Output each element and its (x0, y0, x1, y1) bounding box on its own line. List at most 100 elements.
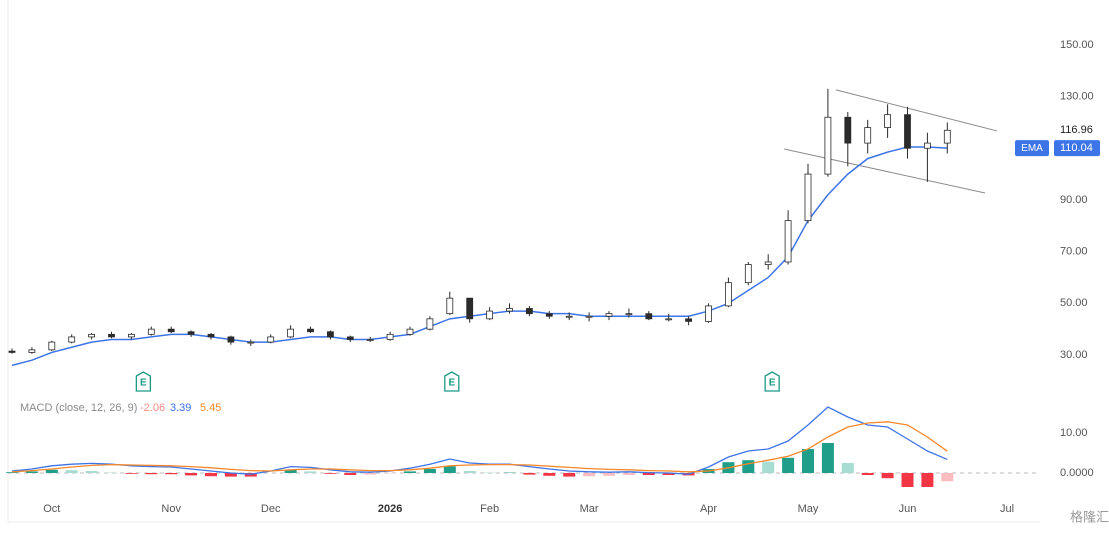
macd-histogram-bar (642, 473, 655, 475)
candle-body (68, 336, 76, 343)
macd-histogram-bar (782, 457, 795, 473)
macd-histogram-bar (25, 471, 38, 473)
candle-body (247, 341, 255, 344)
candle-body (127, 333, 135, 338)
candle-body (844, 116, 852, 144)
macd-histogram-bar (344, 473, 357, 475)
macd-histogram-bar (523, 473, 536, 475)
ema-tag (1015, 140, 1049, 157)
macd-histogram-bar (364, 473, 377, 475)
macd-histogram-bar (165, 473, 178, 475)
candle-body (446, 297, 454, 315)
y-tick-label: 0.0000 (1060, 467, 1094, 479)
earnings-label: E (769, 378, 776, 389)
earnings-marker (764, 371, 780, 392)
candle-body (725, 282, 732, 307)
macd-histogram-bar (762, 461, 775, 473)
x-tick-label: Apr (700, 503, 717, 515)
x-tick-label: Dec (261, 503, 281, 515)
y-tick-label: 150.00 (1060, 39, 1094, 51)
candle-body (784, 220, 792, 263)
macd-histogram-bar (901, 473, 914, 487)
earnings-label: E (140, 378, 147, 389)
x-tick-label: Nov (161, 503, 181, 515)
y-tick-label: 130.00 (1060, 90, 1094, 102)
x-tick-label: Oct (43, 503, 60, 515)
candle-body (326, 331, 334, 338)
candle-body (565, 315, 573, 318)
candle-body (824, 116, 832, 175)
macd-histogram-bar (941, 473, 954, 482)
candle-body (685, 318, 692, 322)
macd-histogram-bar (583, 473, 596, 477)
macd-legend-value: 5.45 (200, 402, 221, 414)
candle-body (486, 310, 494, 320)
candle-body (167, 328, 175, 333)
x-tick-label: 2026 (378, 503, 402, 515)
candle-body (744, 264, 752, 284)
macd-legend-value: -2.06 (140, 402, 165, 414)
candle-body (545, 313, 553, 317)
candle-body (287, 328, 295, 338)
macd-histogram-bar (304, 471, 317, 473)
candle-body (8, 350, 16, 353)
macd-histogram-bar (404, 471, 416, 473)
macd-histogram-bar (861, 473, 874, 475)
x-tick-label: Jun (899, 503, 917, 515)
candle-body (366, 339, 374, 341)
candle-body (406, 328, 414, 335)
candle-body (108, 333, 115, 338)
candle-body (346, 336, 354, 340)
y-tick-label: 50.00 (1060, 297, 1088, 309)
last-price: 116.96 (1060, 124, 1093, 136)
candle-body (227, 336, 235, 343)
earnings-marker (135, 371, 151, 392)
macd-histogram-bar (205, 473, 217, 477)
candle-body (207, 333, 215, 338)
macd-histogram-bar (463, 471, 476, 473)
trend-line (835, 89, 998, 132)
macd-histogram-bar (284, 469, 297, 473)
macd-histogram-bar (921, 473, 934, 487)
candle-body (88, 333, 95, 338)
candle-body (924, 142, 931, 149)
candle-body (526, 308, 533, 315)
macd-histogram-bar (423, 469, 436, 473)
candle-body (28, 349, 36, 353)
candle-body (48, 341, 56, 351)
earnings-label: E (448, 378, 455, 389)
candle-body (147, 328, 155, 335)
macd-histogram-bar (821, 443, 834, 473)
candle-body (864, 127, 872, 144)
macd-histogram-bar (802, 449, 814, 473)
candle-body (605, 313, 613, 317)
macd-histogram-bar (563, 473, 576, 477)
candle-body (904, 114, 911, 149)
ema-value-tag (1054, 140, 1100, 157)
x-tick-label: May (798, 503, 819, 515)
candle-body (804, 173, 812, 222)
macd-histogram-bar (881, 473, 894, 479)
candle-body (645, 313, 653, 320)
macd-histogram-bar (65, 470, 78, 473)
candle-body (386, 333, 394, 340)
candle-body (187, 331, 195, 335)
y-tick-label: 70.00 (1060, 246, 1088, 258)
candle-body (267, 336, 275, 343)
candle-body (625, 313, 633, 316)
watermark: 格隆汇 (1070, 509, 1109, 524)
macd-line (11, 421, 948, 473)
macd-histogram-bar (662, 473, 675, 475)
candle-body (665, 318, 673, 321)
macd-histogram-bar (185, 473, 198, 476)
candle-body (943, 129, 951, 144)
macd-histogram-bar (622, 473, 635, 475)
macd-line (11, 406, 948, 475)
macd-histogram-bar (603, 473, 615, 476)
x-tick-label: Feb (480, 503, 499, 515)
trend-line (784, 148, 986, 194)
macd-legend-value: 3.39 (170, 402, 191, 414)
macd-histogram-bar (85, 471, 98, 473)
